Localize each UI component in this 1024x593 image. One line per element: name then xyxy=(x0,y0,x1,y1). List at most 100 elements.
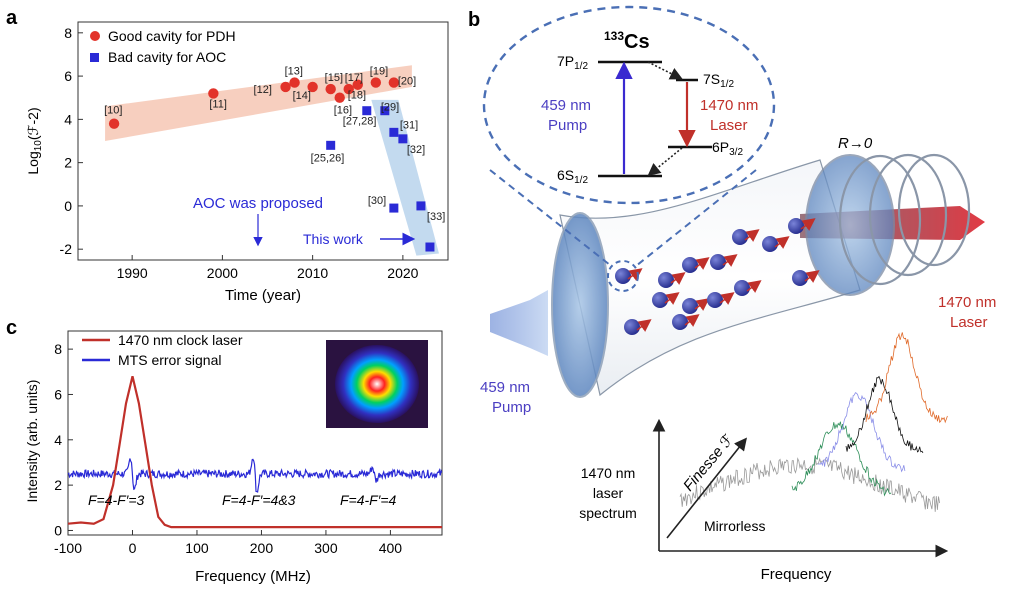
mirrorless-label: Mirrorless xyxy=(704,518,765,534)
y-tick-label-a: 6 xyxy=(64,68,72,84)
left-mirror xyxy=(551,212,609,398)
y-tick-label-c: 6 xyxy=(54,386,62,402)
cs-atom xyxy=(672,314,688,330)
cs-atom xyxy=(792,270,808,286)
y-tick-label-a: 8 xyxy=(64,25,72,41)
aoc-point xyxy=(425,242,435,252)
data-points-a xyxy=(108,77,435,252)
transition-label-2: F=4-F′=4&3 xyxy=(222,492,296,508)
output-laser-line2: Laser xyxy=(950,314,988,331)
spectrum-orange xyxy=(865,332,948,424)
y-tick-label-c: 2 xyxy=(54,477,62,493)
x-tick-label-a: 2010 xyxy=(297,265,328,281)
energy-level-bubble xyxy=(482,5,776,205)
spectrum-green xyxy=(791,421,892,497)
aoc-point xyxy=(398,134,408,144)
level-7s-label: 7S1/2 xyxy=(703,71,734,90)
legend-aoc: Bad cavity for AOC xyxy=(108,49,226,65)
y-tick-label-a: -2 xyxy=(60,241,73,257)
panel-label-a: a xyxy=(6,7,18,29)
level-6p-label: 6P3/2 xyxy=(712,139,743,158)
finesse-axis xyxy=(666,437,747,539)
reference-label: [18] xyxy=(348,90,366,102)
cs-atom xyxy=(682,257,698,273)
beam-profile-spot xyxy=(335,345,419,423)
reference-label: [14] xyxy=(293,90,311,102)
x-tick-label-c: 400 xyxy=(379,540,403,556)
y-tick-label-c: 4 xyxy=(54,432,62,448)
atom-spin-arrow xyxy=(627,268,643,281)
cs-atom xyxy=(658,272,674,288)
right-mirror-4 xyxy=(897,153,971,267)
atom-spin-arrow xyxy=(774,236,790,249)
x-tick-label-a: 2000 xyxy=(207,265,238,281)
legend-clock: 1470 nm clock laser xyxy=(118,332,243,348)
plot-frame-c xyxy=(67,330,443,536)
reference-label: [12] xyxy=(254,84,272,96)
x-tick-label-c: 100 xyxy=(185,540,209,556)
reference-labels-a: [10] [11] [12] [13] [14] [15] [16] [17] [18] [19]… xyxy=(104,66,445,223)
cs-atom xyxy=(762,236,778,252)
reference-label: [31] xyxy=(400,119,418,131)
spectrum-lavender xyxy=(817,392,906,473)
aoc-proposed-label: AOC was proposed xyxy=(193,195,323,212)
legend-marker-pdh xyxy=(90,31,100,41)
level-7p-label: 7P1/2 xyxy=(557,53,588,72)
input-pump-line1: 459 nm xyxy=(480,379,530,396)
reference-label: [29] xyxy=(381,102,399,114)
reflectivity-label: R→0 xyxy=(838,135,873,152)
cs-atom xyxy=(788,218,804,234)
y-tick-label-c: 0 xyxy=(54,522,62,538)
legend-marker-aoc xyxy=(90,53,99,62)
mirrorless-spectrum xyxy=(679,457,940,512)
laser-spectra xyxy=(679,332,948,512)
y-tick-label-a: 4 xyxy=(64,111,72,127)
pdh-trend-band xyxy=(105,65,412,141)
reference-label: [25,26] xyxy=(311,152,345,164)
spectrum-frequency-label: Frequency xyxy=(761,566,832,583)
transition-label-3: F=4-F′=4 xyxy=(340,492,397,508)
atom-spin-arrow xyxy=(636,319,652,332)
x-axis-label-c: Frequency (MHz) xyxy=(195,568,311,585)
atom-spin-arrow xyxy=(670,272,686,285)
x-tick-label-a: 2020 xyxy=(387,265,418,281)
pdh-point xyxy=(307,81,318,93)
reference-label: [17] xyxy=(345,72,363,84)
plot-frame-a xyxy=(77,21,449,261)
x-tick-label-c: 0 xyxy=(129,540,137,556)
x-ticks-a: 1990 2000 2010 2020 xyxy=(117,255,419,281)
cs-atom xyxy=(624,319,640,335)
pdh-point xyxy=(108,118,120,129)
mts-error-signal-line xyxy=(67,458,443,493)
trend-bands xyxy=(105,65,439,256)
zoom-line-right xyxy=(635,169,757,267)
reference-label: [13] xyxy=(285,66,303,78)
aoc-point xyxy=(362,106,372,116)
pump-label-line1: 459 nm xyxy=(541,97,591,114)
panel-c: c 0 2 4 6 8 -100 0 100 200 300 400 1470 nm clock … xyxy=(6,317,443,585)
reference-label: [33] xyxy=(427,211,445,223)
cs-atom xyxy=(615,268,631,284)
atom-spin-arrow xyxy=(804,270,820,283)
aoc-point xyxy=(389,127,399,137)
reference-label: [10] xyxy=(104,105,122,117)
clock-laser-line xyxy=(67,376,442,529)
laser-label-line1: 1470 nm xyxy=(700,97,758,114)
reference-label: [27,28] xyxy=(343,116,377,128)
x-tick-label-c: 300 xyxy=(314,540,338,556)
y-tick-label-c: 8 xyxy=(54,341,62,357)
reference-label: [19] xyxy=(370,66,388,78)
right-mirror-2 xyxy=(838,154,922,286)
atom-spin-arrow xyxy=(800,218,816,231)
legend-mts: MTS error signal xyxy=(118,352,221,368)
cs-atom xyxy=(732,229,748,245)
pdh-point xyxy=(370,77,382,88)
x-tick-label-c: -100 xyxy=(54,540,82,556)
spectrum-label-3: spectrum xyxy=(579,505,637,521)
reference-label: [32] xyxy=(407,144,425,156)
pdh-point xyxy=(280,81,291,93)
aoc-point xyxy=(416,201,426,211)
panel-label-c: c xyxy=(6,317,17,339)
